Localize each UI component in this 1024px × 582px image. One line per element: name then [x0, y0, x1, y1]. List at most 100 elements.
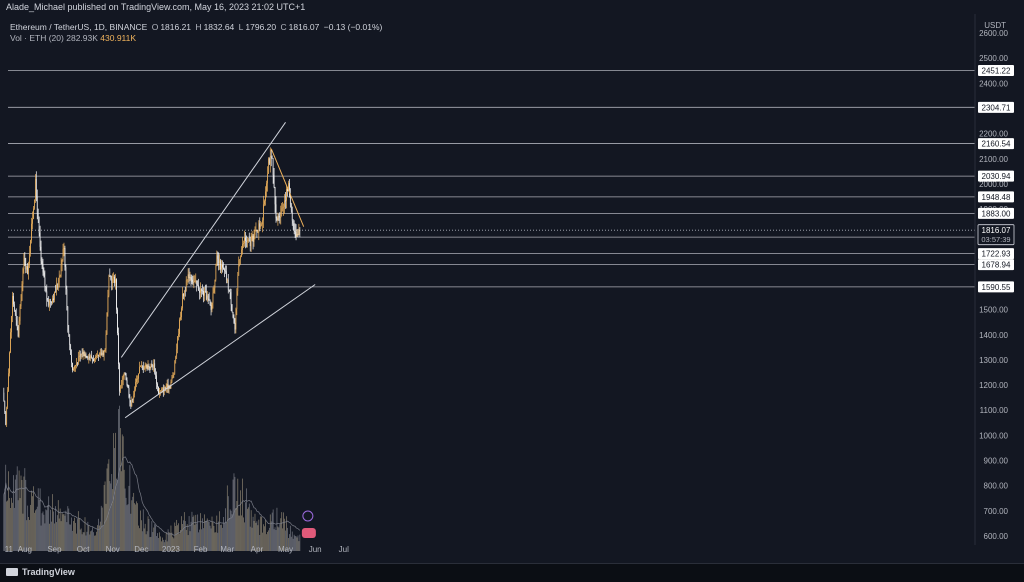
candle-body [180, 317, 181, 320]
level-price-label: 1883.00 [982, 209, 1011, 218]
volume-legend: Vol · ETH (20) 282.93K 430.911K [10, 33, 136, 43]
candle-body [152, 365, 154, 368]
volume-bar [240, 490, 242, 551]
candle-body [202, 290, 203, 292]
volume-bar [28, 516, 29, 551]
volume-bar [215, 532, 217, 551]
candle-body [94, 358, 95, 362]
candle-body [36, 197, 38, 215]
candle-body [42, 264, 44, 273]
candle-body [208, 298, 210, 301]
candle-body [259, 223, 261, 227]
candle-body [93, 359, 94, 362]
candle-body [26, 266, 28, 270]
volume-bar [261, 516, 263, 551]
volume-bar [18, 470, 20, 551]
volume-bar [239, 515, 241, 551]
volume-bar [284, 518, 285, 551]
symbol-title[interactable]: Ethereum / TetherUS, 1D, BINANCE [10, 22, 148, 32]
candle-body [294, 231, 296, 232]
volume-bar [250, 510, 252, 551]
candle-body [52, 298, 53, 303]
candle-body [173, 373, 175, 375]
volume-bar [98, 518, 99, 551]
y-tick-label: 2200.00 [979, 130, 1008, 139]
candle-body [98, 353, 100, 356]
volume-bar [19, 498, 21, 551]
volume-bar [205, 520, 207, 551]
candle-body [88, 356, 90, 359]
volume-bar [45, 509, 47, 551]
candle-body [236, 291, 238, 310]
published-note: Alade_Michael published on TradingView.c… [6, 2, 306, 12]
level-price-tag [978, 248, 1014, 260]
volume-bar [268, 530, 269, 551]
candle-body [44, 277, 46, 287]
candle-body [204, 291, 205, 296]
candle-body [128, 388, 130, 397]
candle-body [153, 363, 155, 368]
candle-body [5, 412, 7, 425]
candle-body [204, 291, 206, 292]
candle-body [61, 260, 63, 265]
volume-bar [293, 534, 295, 551]
x-tick-label: 11 [5, 545, 14, 554]
tradingview-logo[interactable]: TradingView [6, 567, 75, 577]
volume-bar [156, 536, 157, 551]
volume-bar [237, 478, 239, 551]
tradingview-mark-icon [6, 568, 18, 576]
candle-body [277, 215, 279, 221]
volume-bar [84, 517, 86, 551]
volume-bar [152, 532, 154, 551]
volume-bar [30, 504, 31, 551]
y-tick-label: 2500.00 [979, 54, 1008, 63]
volume-bar [32, 496, 33, 551]
volume-bar [251, 527, 253, 551]
y-tick-label: 800.00 [984, 482, 1009, 491]
x-tick-label: 2023 [162, 545, 180, 554]
volume-bar [277, 526, 279, 551]
candle-body [176, 349, 178, 357]
volume-bar [183, 512, 185, 551]
volume-bar [66, 522, 68, 551]
candle-body [162, 388, 163, 390]
volume-bar [162, 537, 163, 551]
footer-bar: TradingView [0, 563, 1024, 582]
candle-body [24, 258, 26, 266]
candle-body [77, 356, 79, 365]
volume-bar [104, 481, 106, 551]
candle-body [72, 362, 73, 371]
volume-bar [26, 520, 28, 551]
volume-bar [236, 500, 238, 551]
volume-bar [78, 518, 80, 551]
candle-body [74, 366, 75, 369]
volume-bar [256, 521, 258, 551]
volume-bar [204, 514, 205, 551]
volume-bar [182, 524, 183, 551]
candle-body [162, 388, 164, 393]
volume-bar [65, 510, 67, 551]
volume-bar [167, 529, 169, 551]
volume-bar [268, 527, 270, 551]
volume-bar [140, 510, 141, 551]
volume-bar [43, 514, 45, 551]
volume-label[interactable]: Vol · ETH (20) [10, 33, 64, 43]
volume-bar [36, 506, 38, 551]
volume-bar [71, 517, 72, 551]
candle-body [262, 220, 263, 225]
candle-body [136, 378, 137, 383]
volume-bar [31, 490, 32, 551]
candle-body [28, 263, 29, 275]
volume-bar [64, 515, 66, 551]
candle-body [96, 355, 97, 357]
volume-bar [184, 521, 186, 551]
candle-body [55, 291, 56, 293]
open-value: 1816.21 [160, 22, 192, 32]
candle-body [247, 239, 249, 241]
volume-bar [40, 525, 42, 551]
candle-body [161, 389, 162, 391]
volume-bar [296, 537, 298, 551]
candle-body [278, 215, 280, 218]
volume-bar [144, 523, 146, 551]
